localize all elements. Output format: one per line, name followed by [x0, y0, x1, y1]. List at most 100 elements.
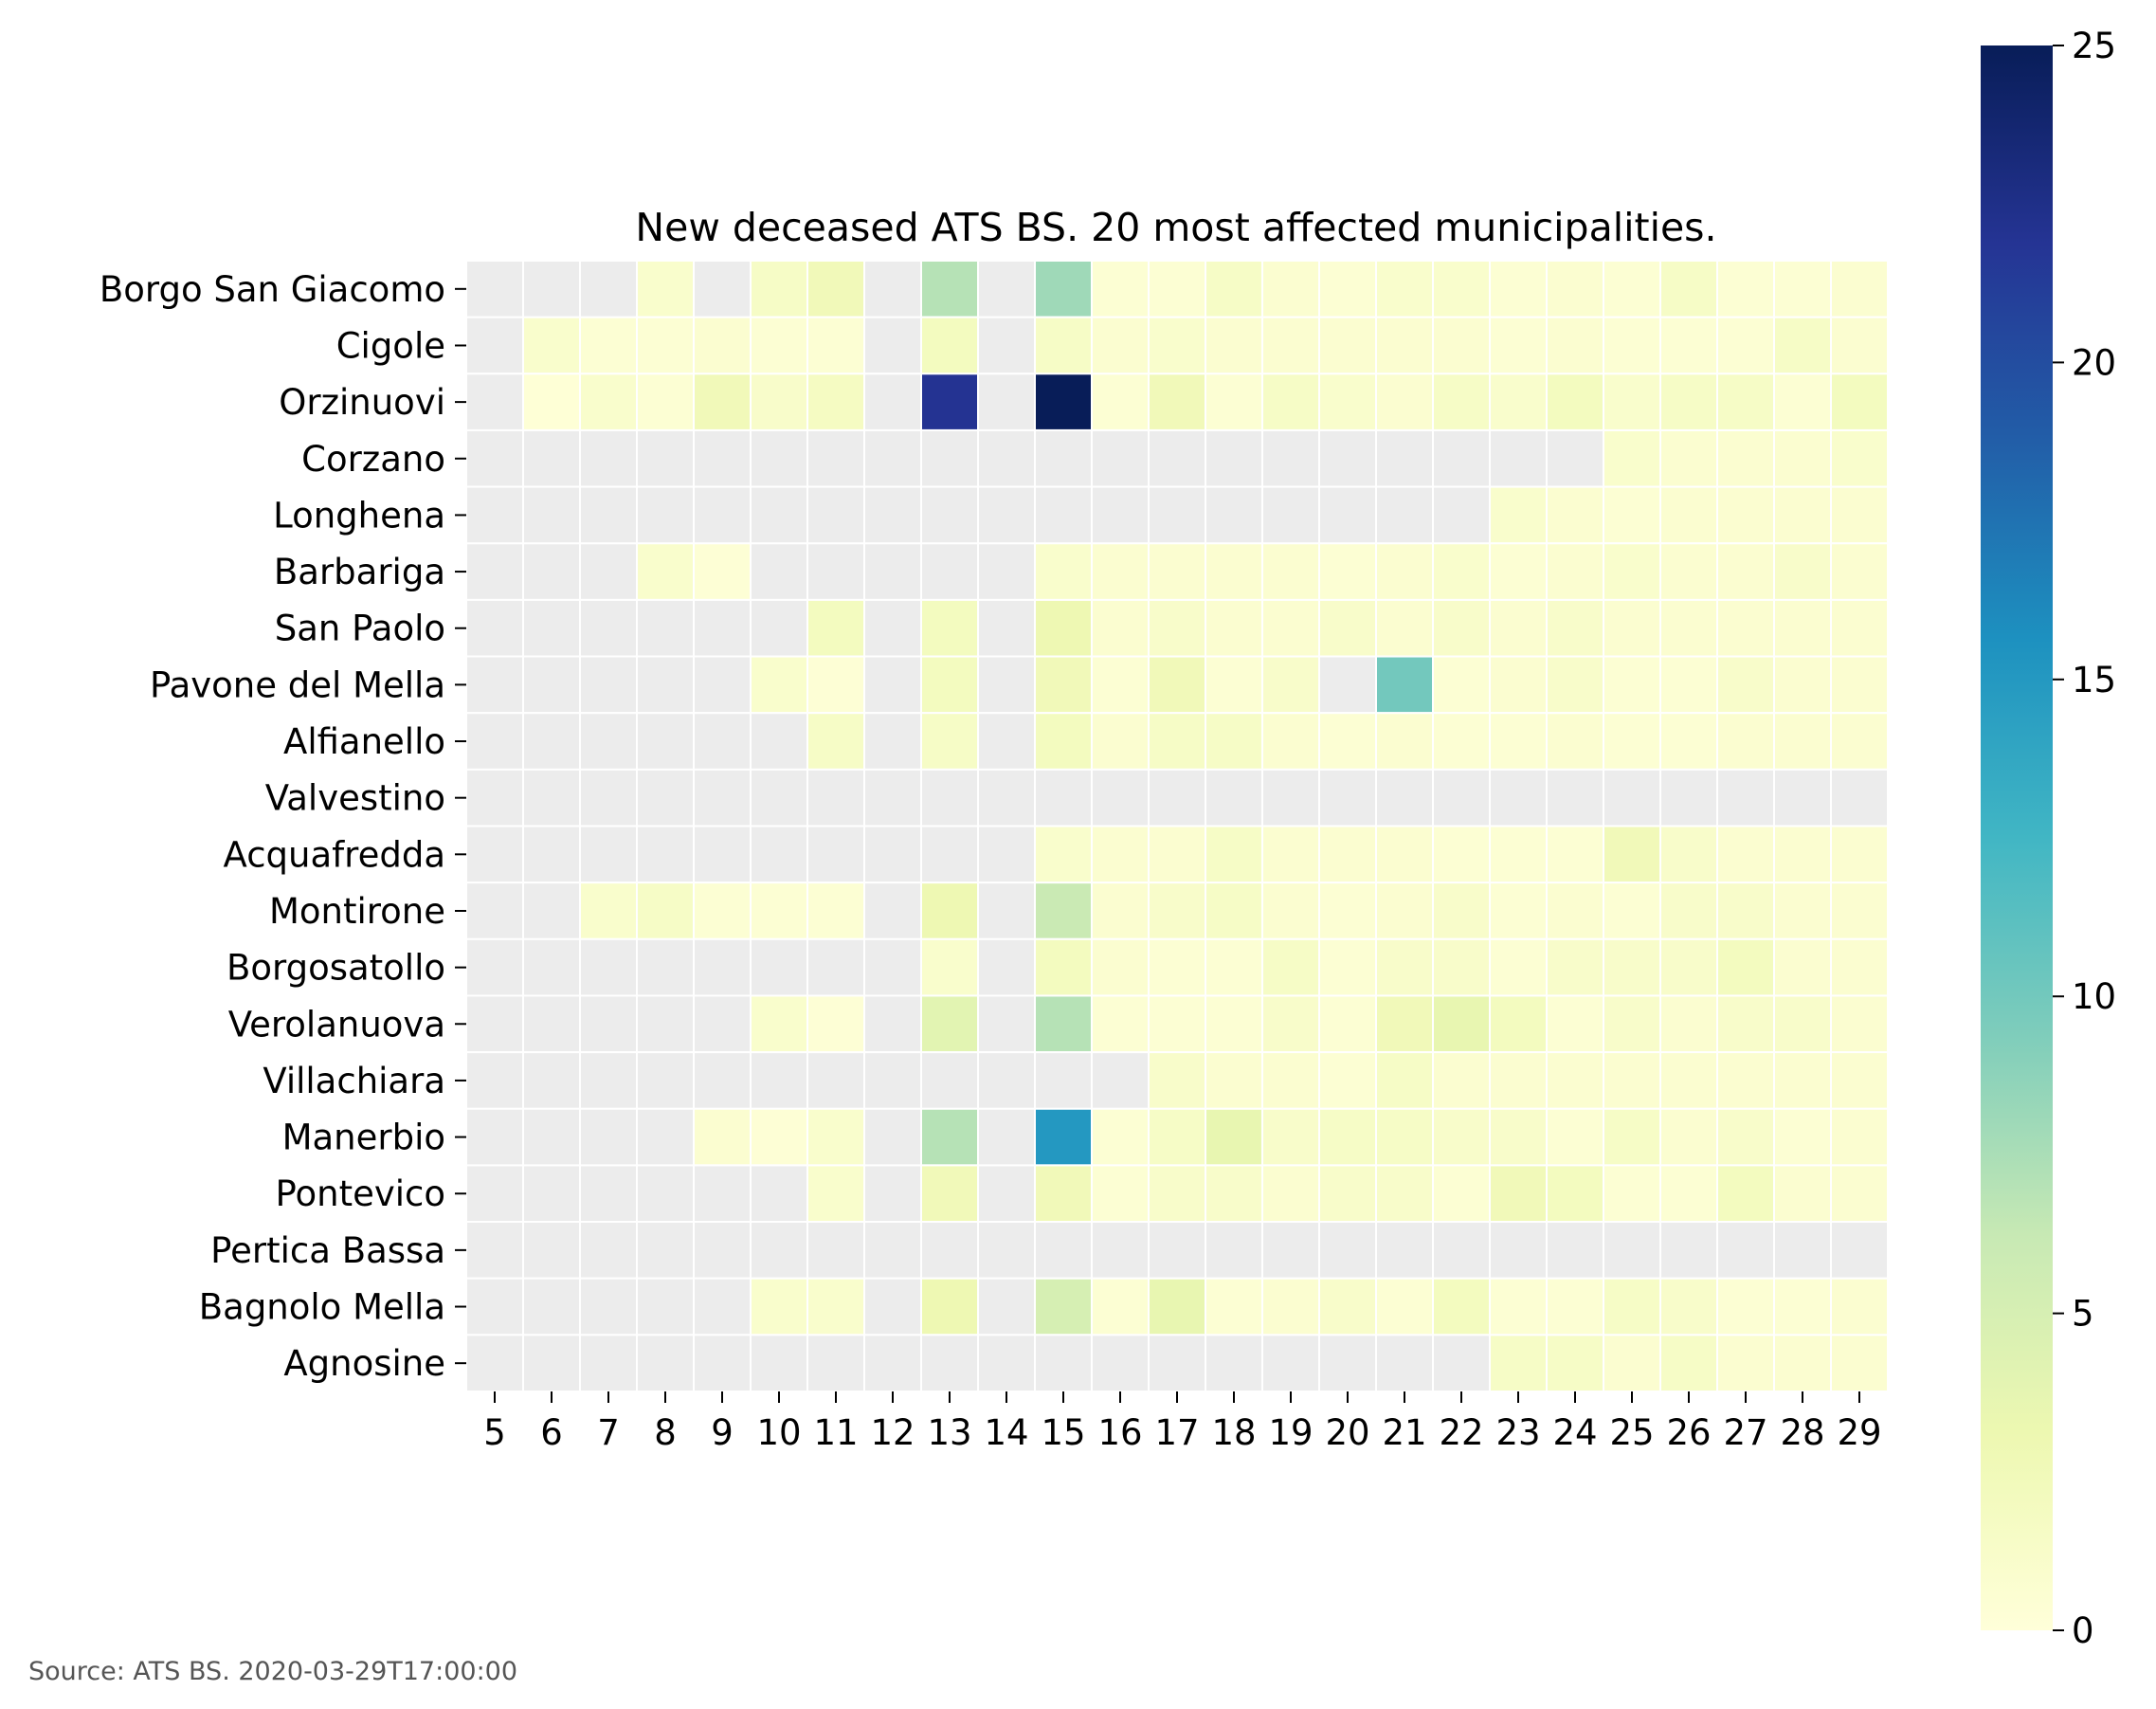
heatmap-cell	[920, 542, 979, 601]
heatmap-cell	[1205, 1221, 1263, 1280]
heatmap-cell	[920, 712, 979, 771]
heatmap-cell	[750, 373, 808, 431]
heatmap-cell	[1318, 712, 1377, 771]
heatmap-cell	[1148, 712, 1206, 771]
heatmap-cell	[1603, 825, 1661, 884]
heatmap-cell	[1773, 260, 1832, 318]
heatmap-cell	[1261, 316, 1320, 375]
heatmap-cell	[1148, 542, 1206, 601]
y-tick-label: Acquafredda	[224, 834, 445, 875]
colorbar-gradient	[1981, 45, 2053, 1630]
heatmap-cell	[863, 316, 922, 375]
colorbar: 0 5 10 15 20 25	[1981, 26, 2116, 1651]
x-tick-label: 11	[813, 1412, 858, 1453]
heatmap-cell	[1318, 1051, 1377, 1110]
heatmap-cell	[1375, 316, 1434, 375]
heatmap-cell	[1318, 1221, 1377, 1280]
heatmap-cell	[863, 598, 922, 658]
heatmap-cell	[1603, 1221, 1661, 1280]
heatmap-cell	[522, 655, 581, 715]
y-tick-label: Barbariga	[274, 552, 445, 592]
heatmap-cell	[1830, 712, 1889, 771]
heatmap-cell	[750, 1277, 808, 1336]
heatmap-cell	[863, 428, 922, 488]
heatmap-cell	[636, 373, 695, 431]
heatmap-cell	[579, 485, 638, 545]
heatmap-cell	[636, 768, 695, 827]
heatmap-cell	[1659, 428, 1718, 488]
heatmap-cell	[1830, 882, 1889, 940]
heatmap-cell	[1432, 1107, 1491, 1167]
heatmap-cell	[1261, 542, 1320, 601]
heatmap-cell	[1034, 485, 1093, 545]
heatmap-cell	[1375, 598, 1434, 658]
heatmap-cell	[465, 655, 524, 715]
heatmap-cell	[1205, 768, 1263, 827]
heatmap-cell	[1773, 882, 1832, 940]
heatmap-cell	[1261, 1051, 1320, 1110]
heatmap-cell	[1773, 1277, 1832, 1336]
heatmap-cell	[693, 1221, 752, 1280]
heatmap-cell	[1091, 882, 1150, 940]
heatmap-cell	[1489, 1277, 1548, 1336]
heatmap-cell	[1546, 316, 1604, 375]
y-axis-ticks: Borgo San Giacomo Cigole Orzinuovi Corzano L…	[100, 269, 466, 1384]
heatmap-cell	[750, 882, 808, 940]
heatmap-cell	[1659, 937, 1718, 997]
heatmap-cell	[693, 655, 752, 715]
heatmap-cell	[1546, 542, 1604, 601]
heatmap-cell	[977, 712, 1036, 771]
y-tick-label: Longhena	[273, 495, 445, 536]
x-tick-label: 23	[1495, 1412, 1540, 1453]
heatmap-cell	[1432, 485, 1491, 545]
heatmap-cell	[636, 316, 695, 375]
heatmap-cell	[1603, 1164, 1661, 1224]
x-tick-label: 14	[984, 1412, 1028, 1453]
heatmap-cell	[750, 598, 808, 658]
heatmap-cell	[1489, 655, 1548, 715]
heatmap-cell	[465, 882, 524, 940]
heatmap-cell	[1603, 1107, 1661, 1167]
heatmap-cell	[636, 1107, 695, 1167]
heatmap-cell	[522, 1164, 581, 1224]
heatmap-cell	[1205, 316, 1263, 375]
heatmap-cell	[1034, 1107, 1093, 1167]
heatmap-cell	[1318, 994, 1377, 1054]
heatmap-cell	[1091, 542, 1150, 601]
heatmap-cell	[750, 1164, 808, 1224]
heatmap-cell	[1091, 937, 1150, 997]
heatmap-cell	[920, 768, 979, 827]
heatmap-cell	[1830, 994, 1889, 1054]
heatmap-cell	[1773, 598, 1832, 658]
heatmap-cell	[920, 1051, 979, 1110]
heatmap-cell	[1432, 882, 1491, 940]
heatmap-cell	[920, 1221, 979, 1280]
heatmap-cell	[1716, 428, 1775, 488]
heatmap-cell	[1318, 428, 1377, 488]
heatmap-cell	[693, 598, 752, 658]
y-tick-label: Pavone del Mella	[150, 664, 445, 705]
heatmap-cell	[1148, 655, 1206, 715]
x-tick-label: 8	[654, 1412, 677, 1453]
heatmap-cell	[1603, 1051, 1661, 1110]
heatmap-cell	[806, 428, 865, 488]
heatmap-cell	[522, 373, 581, 431]
heatmap-cell	[1830, 825, 1889, 884]
heatmap-cell	[806, 1221, 865, 1280]
heatmap-cell	[1432, 712, 1491, 771]
heatmap-cell	[693, 768, 752, 827]
x-tick-label: 15	[1041, 1412, 1085, 1453]
heatmap-cell	[1716, 882, 1775, 940]
heatmap-cell	[1034, 260, 1093, 318]
heatmap-cell	[1830, 598, 1889, 658]
heatmap-cell	[1375, 428, 1434, 488]
heatmap-cell	[750, 542, 808, 601]
heatmap-cell	[1034, 1164, 1093, 1224]
heatmap-cell	[1148, 1107, 1206, 1167]
heatmap-cell	[693, 882, 752, 940]
heatmap-cell	[1318, 373, 1377, 431]
heatmap-cell	[1375, 994, 1434, 1054]
heatmap-cell	[977, 373, 1036, 431]
heatmap-cell	[693, 485, 752, 545]
heatmap-cell	[806, 937, 865, 997]
